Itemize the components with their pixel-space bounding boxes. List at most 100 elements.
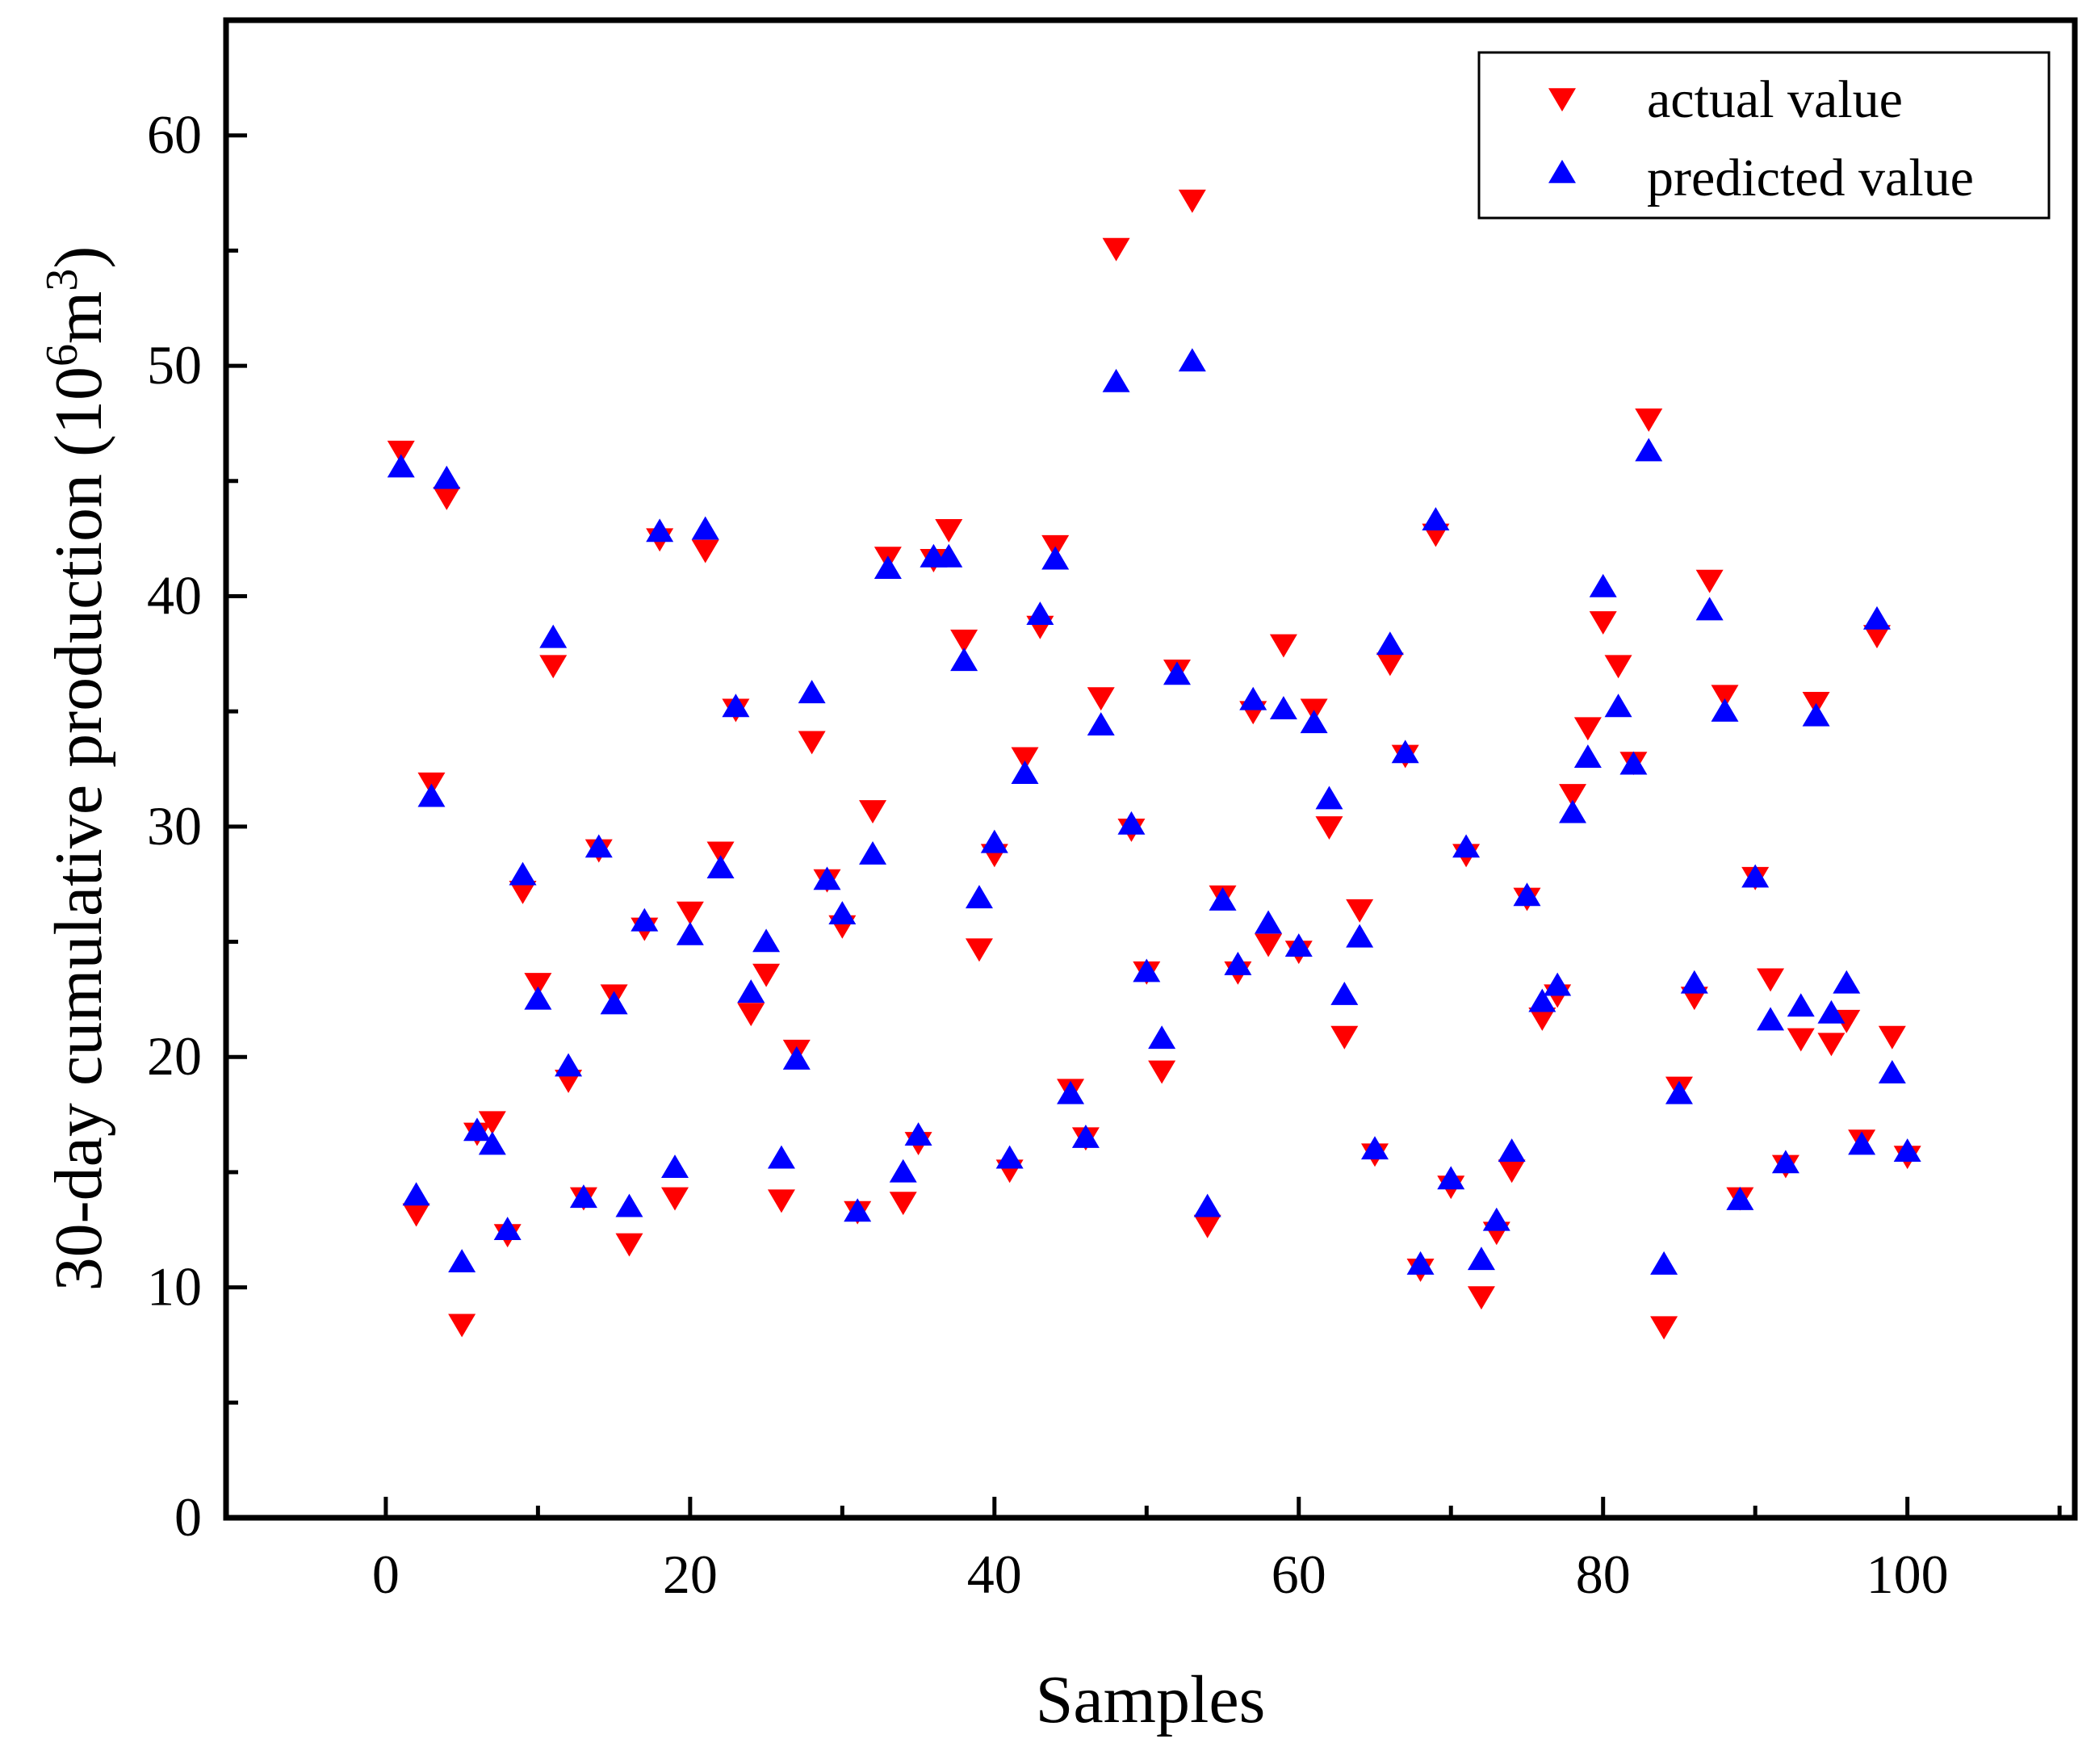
point-predicted-17 <box>631 907 659 932</box>
point-predicted-41 <box>995 1145 1024 1169</box>
point-actual-22 <box>706 841 735 865</box>
point-predicted-100 <box>1893 1138 1921 1162</box>
point-predicted-89 <box>1726 1187 1754 1210</box>
point-predicted-62 <box>1315 786 1343 810</box>
point-actual-39 <box>965 938 993 962</box>
point-actual-63 <box>1330 1025 1359 1050</box>
y-tick-label-50: 50 <box>147 334 202 396</box>
point-predicted-24 <box>737 979 765 1004</box>
point-predicted-82 <box>1619 751 1648 775</box>
point-actual-28 <box>798 731 826 755</box>
point-predicted-42 <box>1011 760 1039 784</box>
point-actual-9 <box>509 881 537 904</box>
point-predicted-87 <box>1695 597 1724 621</box>
point-predicted-30 <box>828 901 857 925</box>
point-predicted-14 <box>584 834 613 858</box>
point-predicted-75 <box>1513 882 1541 907</box>
point-predicted-80 <box>1589 573 1617 597</box>
point-actual-99 <box>1878 1025 1906 1050</box>
point-predicted-68 <box>1406 1251 1435 1275</box>
point-predicted-95 <box>1817 999 1846 1024</box>
point-predicted-7 <box>478 1131 506 1155</box>
point-predicted-54 <box>1193 1193 1221 1217</box>
point-predicted-16 <box>615 1193 643 1217</box>
point-predicted-79 <box>1573 744 1602 768</box>
point-predicted-69 <box>1422 507 1450 531</box>
point-predicted-71 <box>1452 834 1481 858</box>
point-predicted-53 <box>1178 348 1206 372</box>
point-predicted-35 <box>904 1122 932 1146</box>
point-predicted-49 <box>1117 811 1146 835</box>
point-predicted-99 <box>1878 1060 1906 1083</box>
point-predicted-47 <box>1087 712 1115 736</box>
point-predicted-27 <box>782 1045 811 1070</box>
point-predicted-60 <box>1284 933 1313 957</box>
y-axis-label-superscript: 6 <box>37 344 87 367</box>
x-tick-label-0: 0 <box>372 1544 400 1605</box>
point-predicted-64 <box>1346 924 1374 948</box>
point-predicted-63 <box>1330 982 1359 1005</box>
point-actual-98 <box>1862 625 1891 649</box>
point-actual-95 <box>1817 1033 1846 1057</box>
x-tick-label-80: 80 <box>1576 1544 1631 1605</box>
point-actual-21 <box>691 539 719 564</box>
point-actual-38 <box>950 629 978 653</box>
point-predicted-25 <box>752 928 781 953</box>
point-actual-2 <box>402 1203 430 1227</box>
point-predicted-44 <box>1041 546 1070 570</box>
point-actual-25 <box>752 963 781 987</box>
point-predicted-93 <box>1787 993 1815 1017</box>
point-actual-93 <box>1787 1028 1815 1052</box>
point-predicted-51 <box>1148 1025 1176 1050</box>
point-predicted-81 <box>1604 693 1632 718</box>
point-actual-1 <box>387 440 415 464</box>
point-predicted-59 <box>1269 696 1297 720</box>
point-actual-34 <box>889 1192 917 1216</box>
point-actual-19 <box>661 1187 689 1211</box>
point-actual-20 <box>676 901 704 925</box>
point-predicted-10 <box>524 986 552 1010</box>
point-predicted-37 <box>935 543 963 568</box>
point-predicted-1 <box>387 454 415 478</box>
point-predicted-70 <box>1437 1166 1465 1190</box>
point-actual-87 <box>1695 569 1724 593</box>
point-predicted-57 <box>1239 686 1267 710</box>
point-predicted-46 <box>1071 1124 1100 1148</box>
legend: actual value predicted value <box>1477 51 2051 220</box>
legend-box <box>1477 51 2051 220</box>
x-tick-label-20: 20 <box>663 1544 718 1605</box>
point-predicted-56 <box>1224 951 1252 975</box>
point-predicted-74 <box>1498 1138 1526 1162</box>
point-actual-78 <box>1559 784 1587 808</box>
point-actual-26 <box>767 1189 795 1213</box>
point-predicted-50 <box>1133 958 1161 983</box>
point-predicted-85 <box>1665 1080 1693 1104</box>
point-predicted-18 <box>646 518 674 543</box>
point-predicted-29 <box>813 866 841 890</box>
point-predicted-23 <box>722 693 750 718</box>
point-predicted-40 <box>980 829 1008 853</box>
y-axis-label-end: ) <box>41 246 116 269</box>
point-predicted-65 <box>1361 1136 1389 1160</box>
point-predicted-34 <box>889 1159 917 1183</box>
point-actual-59 <box>1269 634 1297 658</box>
point-predicted-78 <box>1559 799 1587 823</box>
point-predicted-48 <box>1102 368 1130 392</box>
legend-label-predicted: predicted value <box>1647 149 1974 207</box>
point-actual-64 <box>1346 899 1374 923</box>
point-predicted-22 <box>706 855 735 878</box>
point-predicted-52 <box>1163 661 1191 685</box>
point-actual-58 <box>1255 933 1283 957</box>
plot-area-frame <box>223 17 2078 1521</box>
point-predicted-90 <box>1741 864 1770 888</box>
point-predicted-15 <box>600 991 628 1015</box>
point-predicted-20 <box>676 921 704 945</box>
y-tick-label-40: 40 <box>147 564 202 626</box>
y-tick-label-60: 60 <box>147 104 202 166</box>
point-predicted-84 <box>1650 1251 1678 1275</box>
point-predicted-39 <box>965 885 993 909</box>
point-actual-81 <box>1604 655 1632 679</box>
point-actual-7 <box>478 1111 506 1135</box>
